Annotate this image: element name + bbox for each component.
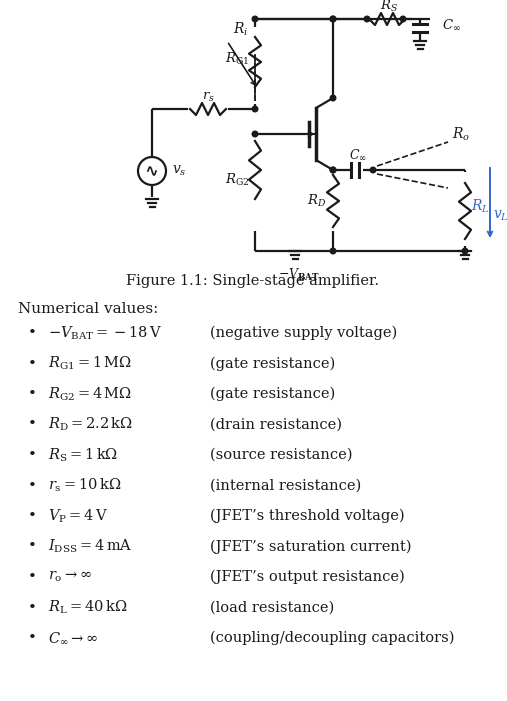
Text: $R_{\mathrm{G2}}$: $R_{\mathrm{G2}}$ bbox=[225, 172, 249, 188]
Text: $R_L$: $R_L$ bbox=[470, 197, 489, 215]
Circle shape bbox=[370, 168, 376, 173]
Text: Figure 1.1: Single-stage amplifier.: Figure 1.1: Single-stage amplifier. bbox=[127, 274, 380, 288]
Text: (load resistance): (load resistance) bbox=[210, 601, 334, 615]
Text: (gate resistance): (gate resistance) bbox=[210, 387, 335, 401]
Circle shape bbox=[330, 168, 336, 173]
Text: $R_{\mathrm{S}} = 1\,\mathrm{k\Omega}$: $R_{\mathrm{S}} = 1\,\mathrm{k\Omega}$ bbox=[48, 447, 118, 463]
Text: •: • bbox=[28, 387, 37, 401]
Text: •: • bbox=[28, 357, 37, 371]
Text: $R_D$: $R_D$ bbox=[307, 193, 327, 209]
Circle shape bbox=[364, 16, 370, 22]
Text: •: • bbox=[28, 601, 37, 615]
Text: $R_{\mathrm{G2}} = 4\,\mathrm{M\Omega}$: $R_{\mathrm{G2}} = 4\,\mathrm{M\Omega}$ bbox=[48, 386, 132, 402]
Text: $V_{\mathrm{P}} = 4\,\mathrm{V}$: $V_{\mathrm{P}} = 4\,\mathrm{V}$ bbox=[48, 508, 108, 525]
Text: Numerical values:: Numerical values: bbox=[18, 302, 158, 316]
Text: $R_i$: $R_i$ bbox=[233, 20, 248, 38]
Text: $I_{\mathrm{DSS}} = 4\,\mathrm{mA}$: $I_{\mathrm{DSS}} = 4\,\mathrm{mA}$ bbox=[48, 538, 133, 555]
Text: $R_{\mathrm{G1}} = 1\,\mathrm{M\Omega}$: $R_{\mathrm{G1}} = 1\,\mathrm{M\Omega}$ bbox=[48, 355, 132, 372]
Circle shape bbox=[400, 16, 406, 22]
Text: (gate resistance): (gate resistance) bbox=[210, 356, 335, 371]
Text: (JFET’s threshold voltage): (JFET’s threshold voltage) bbox=[210, 509, 405, 523]
Circle shape bbox=[330, 16, 336, 22]
Text: $R_{\mathrm{D}} = 2.2\,\mathrm{k\Omega}$: $R_{\mathrm{D}} = 2.2\,\mathrm{k\Omega}$ bbox=[48, 416, 133, 433]
Text: •: • bbox=[28, 631, 37, 645]
Text: $R_S$: $R_S$ bbox=[380, 0, 398, 14]
Text: (JFET’s output resistance): (JFET’s output resistance) bbox=[210, 570, 405, 584]
Text: $v_L$: $v_L$ bbox=[493, 209, 507, 223]
Text: (coupling/decoupling capacitors): (coupling/decoupling capacitors) bbox=[210, 631, 454, 645]
Circle shape bbox=[252, 16, 258, 22]
Text: $v_s$: $v_s$ bbox=[172, 164, 187, 178]
Text: $r_s$: $r_s$ bbox=[202, 90, 214, 104]
Text: $C_{\infty}$: $C_{\infty}$ bbox=[349, 148, 367, 162]
Text: (source resistance): (source resistance) bbox=[210, 448, 352, 462]
Circle shape bbox=[462, 248, 468, 254]
Circle shape bbox=[330, 16, 336, 22]
Text: •: • bbox=[28, 570, 37, 584]
Text: $-V_{\mathrm{BAT}} = -18\,\mathrm{V}$: $-V_{\mathrm{BAT}} = -18\,\mathrm{V}$ bbox=[48, 325, 162, 341]
Text: •: • bbox=[28, 326, 37, 340]
Text: $r_{\mathrm{o}} \to \infty$: $r_{\mathrm{o}} \to \infty$ bbox=[48, 570, 92, 584]
Text: $-V_{\mathbf{BAT}}$: $-V_{\mathbf{BAT}}$ bbox=[278, 267, 320, 283]
Text: •: • bbox=[28, 479, 37, 493]
Circle shape bbox=[330, 168, 336, 173]
Text: $C_{\infty}$: $C_{\infty}$ bbox=[442, 18, 461, 32]
Text: •: • bbox=[28, 418, 37, 432]
Text: •: • bbox=[28, 540, 37, 554]
Text: $C_{\infty} \to \infty$: $C_{\infty} \to \infty$ bbox=[48, 630, 98, 646]
Circle shape bbox=[252, 106, 258, 111]
Text: $r_{\mathrm{s}} = 10\,\mathrm{k\Omega}$: $r_{\mathrm{s}} = 10\,\mathrm{k\Omega}$ bbox=[48, 477, 122, 494]
Circle shape bbox=[252, 131, 258, 137]
Text: (negative supply voltage): (negative supply voltage) bbox=[210, 326, 397, 340]
Text: •: • bbox=[28, 448, 37, 462]
Text: $R_o$: $R_o$ bbox=[452, 125, 470, 143]
Text: (JFET’s saturation current): (JFET’s saturation current) bbox=[210, 539, 412, 554]
Text: $R_{\mathrm{G1}}$: $R_{\mathrm{G1}}$ bbox=[225, 51, 249, 67]
Text: (drain resistance): (drain resistance) bbox=[210, 418, 342, 432]
Circle shape bbox=[330, 95, 336, 101]
Text: (internal resistance): (internal resistance) bbox=[210, 479, 361, 493]
Text: •: • bbox=[28, 509, 37, 523]
Text: $R_{\mathrm{L}} = 40\,\mathrm{k\Omega}$: $R_{\mathrm{L}} = 40\,\mathrm{k\Omega}$ bbox=[48, 599, 127, 616]
Circle shape bbox=[330, 248, 336, 254]
